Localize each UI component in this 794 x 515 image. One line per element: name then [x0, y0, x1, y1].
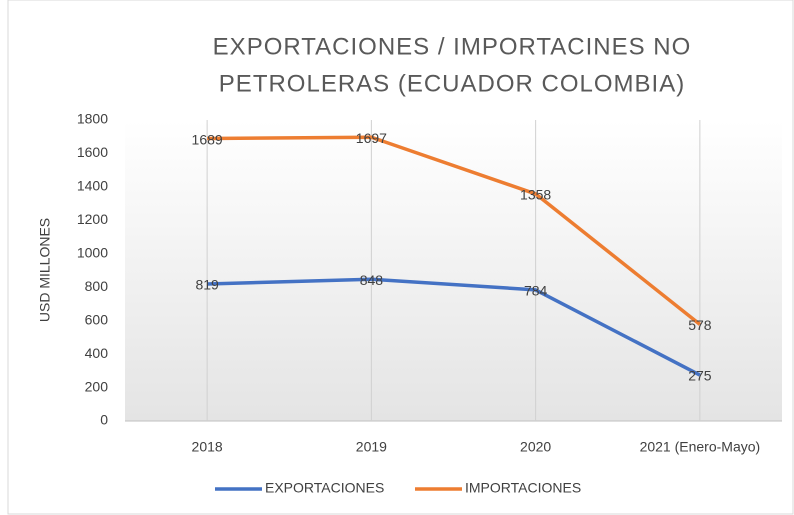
- y-tick-label: 800: [85, 278, 109, 294]
- series-line: [207, 135, 701, 326]
- chart-title: EXPORTACIONES / IMPORTACINES NO: [213, 33, 692, 60]
- data-label: 1697: [356, 130, 387, 146]
- y-tick-label: 1200: [77, 211, 108, 227]
- series-line: [207, 277, 701, 377]
- y-axis-label: USD MILLONES: [37, 218, 53, 322]
- data-label: 275: [688, 368, 712, 384]
- y-tick-label: 1600: [77, 144, 108, 160]
- legend-label: IMPORTACIONES: [465, 480, 581, 496]
- x-tick-label: 2019: [356, 439, 387, 455]
- y-tick-label: 0: [100, 412, 108, 428]
- plot-area: [125, 120, 782, 421]
- data-label: 848: [360, 272, 384, 288]
- data-label: 819: [195, 277, 219, 293]
- x-tick-label: 2020: [520, 439, 551, 455]
- data-label: 784: [524, 283, 548, 299]
- y-tick-label: 1400: [77, 178, 108, 194]
- data-label: 1689: [192, 131, 223, 147]
- y-tick-label: 200: [85, 378, 109, 394]
- x-tick-label: 2021 (Enero-Mayo): [640, 439, 761, 455]
- y-tick-label: 1800: [77, 111, 108, 127]
- data-label: 1358: [520, 187, 551, 203]
- x-tick-label: 2018: [192, 439, 223, 455]
- legend-label: EXPORTACIONES: [265, 480, 384, 496]
- data-label: 578: [688, 317, 712, 333]
- y-tick-label: 600: [85, 311, 109, 327]
- chart-title: PETROLERAS (ECUADOR COLOMBIA): [219, 70, 685, 97]
- y-tick-label: 400: [85, 345, 109, 361]
- y-tick-label: 1000: [77, 244, 108, 260]
